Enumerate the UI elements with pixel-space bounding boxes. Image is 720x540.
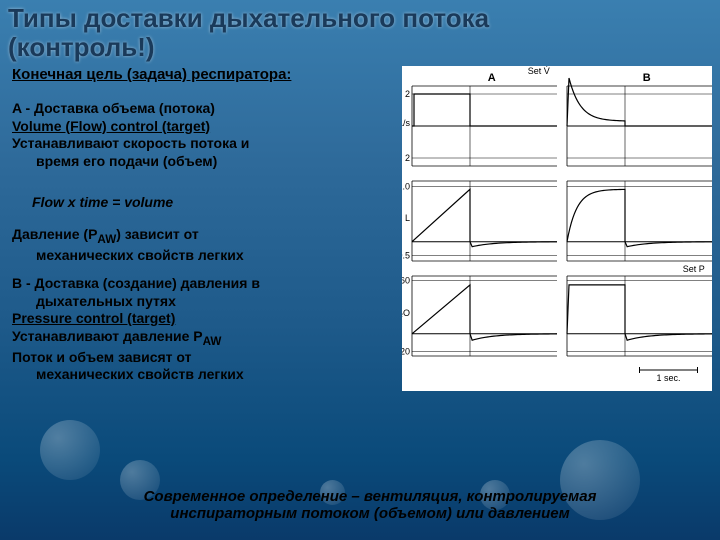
p-sub: AW bbox=[97, 233, 116, 246]
svg-text:Set V̇: Set V̇ bbox=[528, 66, 550, 76]
svg-text:Set P: Set P bbox=[683, 264, 705, 274]
equation: Flow x time = volume bbox=[32, 194, 412, 212]
svg-text:-20: -20 bbox=[402, 347, 410, 357]
svg-text:1 sec.: 1 sec. bbox=[656, 373, 680, 383]
title-line1: Типы доставки дыхательного потока bbox=[8, 4, 489, 33]
b-line3: механических свойств легких bbox=[36, 366, 392, 384]
svg-text:-0.5: -0.5 bbox=[402, 250, 410, 260]
footer-l1: Современное определение – вентиляция, ко… bbox=[60, 488, 680, 505]
svg-text:A: A bbox=[488, 72, 496, 84]
subtitle: Конечная цель (задача) респиратора: bbox=[12, 66, 291, 83]
a-line1: Устанавливают скорость потока и bbox=[12, 135, 392, 153]
b-l1-pre: Устанавливают давление P bbox=[12, 328, 203, 344]
svg-text:2: 2 bbox=[405, 89, 410, 99]
title-line2: (контроль!) bbox=[8, 33, 489, 62]
svg-text:2: 2 bbox=[405, 153, 410, 163]
section-a: A - Доставка объема (потока) Volume (Flo… bbox=[12, 100, 392, 170]
p-line2: механических свойств легких bbox=[36, 247, 392, 265]
svg-text:60: 60 bbox=[402, 275, 410, 285]
a-heading: A - Доставка объема (потока) bbox=[12, 100, 392, 118]
a-line2: время его подачи (объем) bbox=[36, 153, 392, 171]
b-heading2: дыхательных путях bbox=[36, 293, 392, 311]
svg-text:2.0: 2.0 bbox=[402, 182, 410, 192]
b-l1-sub: AW bbox=[203, 334, 222, 347]
svg-text:cm H₂O: cm H₂O bbox=[402, 308, 410, 318]
svg-text:L/s: L/s bbox=[402, 118, 410, 128]
svg-text:B: B bbox=[643, 72, 651, 84]
footer: Современное определение – вентиляция, ко… bbox=[60, 488, 680, 522]
p-pre: Давление (P bbox=[12, 226, 97, 242]
p-post: ) зависит от bbox=[116, 226, 199, 242]
svg-text:L: L bbox=[405, 213, 410, 223]
charts-panel: ABSet V̇Set P22L/s• V̇2.0-0.5LV60-20cm H… bbox=[402, 66, 712, 391]
footer-l2: инспираторным потоком (объемом) или давл… bbox=[60, 505, 680, 522]
page-title: Типы доставки дыхательного потока (контр… bbox=[8, 4, 489, 61]
waveform-charts: ABSet V̇Set P22L/s• V̇2.0-0.5LV60-20cm H… bbox=[402, 66, 712, 391]
a-eng: Volume (Flow) control (target) bbox=[12, 118, 392, 136]
pressure-note: Давление (PAW) зависит от механических с… bbox=[12, 226, 392, 265]
b-eng: Pressure control (target) bbox=[12, 310, 392, 328]
section-b: B - Доставка (создание) давления в дыхат… bbox=[12, 275, 392, 384]
b-line2: Поток и объем зависят от bbox=[12, 349, 392, 367]
b-heading: B - Доставка (создание) давления в bbox=[12, 275, 392, 293]
